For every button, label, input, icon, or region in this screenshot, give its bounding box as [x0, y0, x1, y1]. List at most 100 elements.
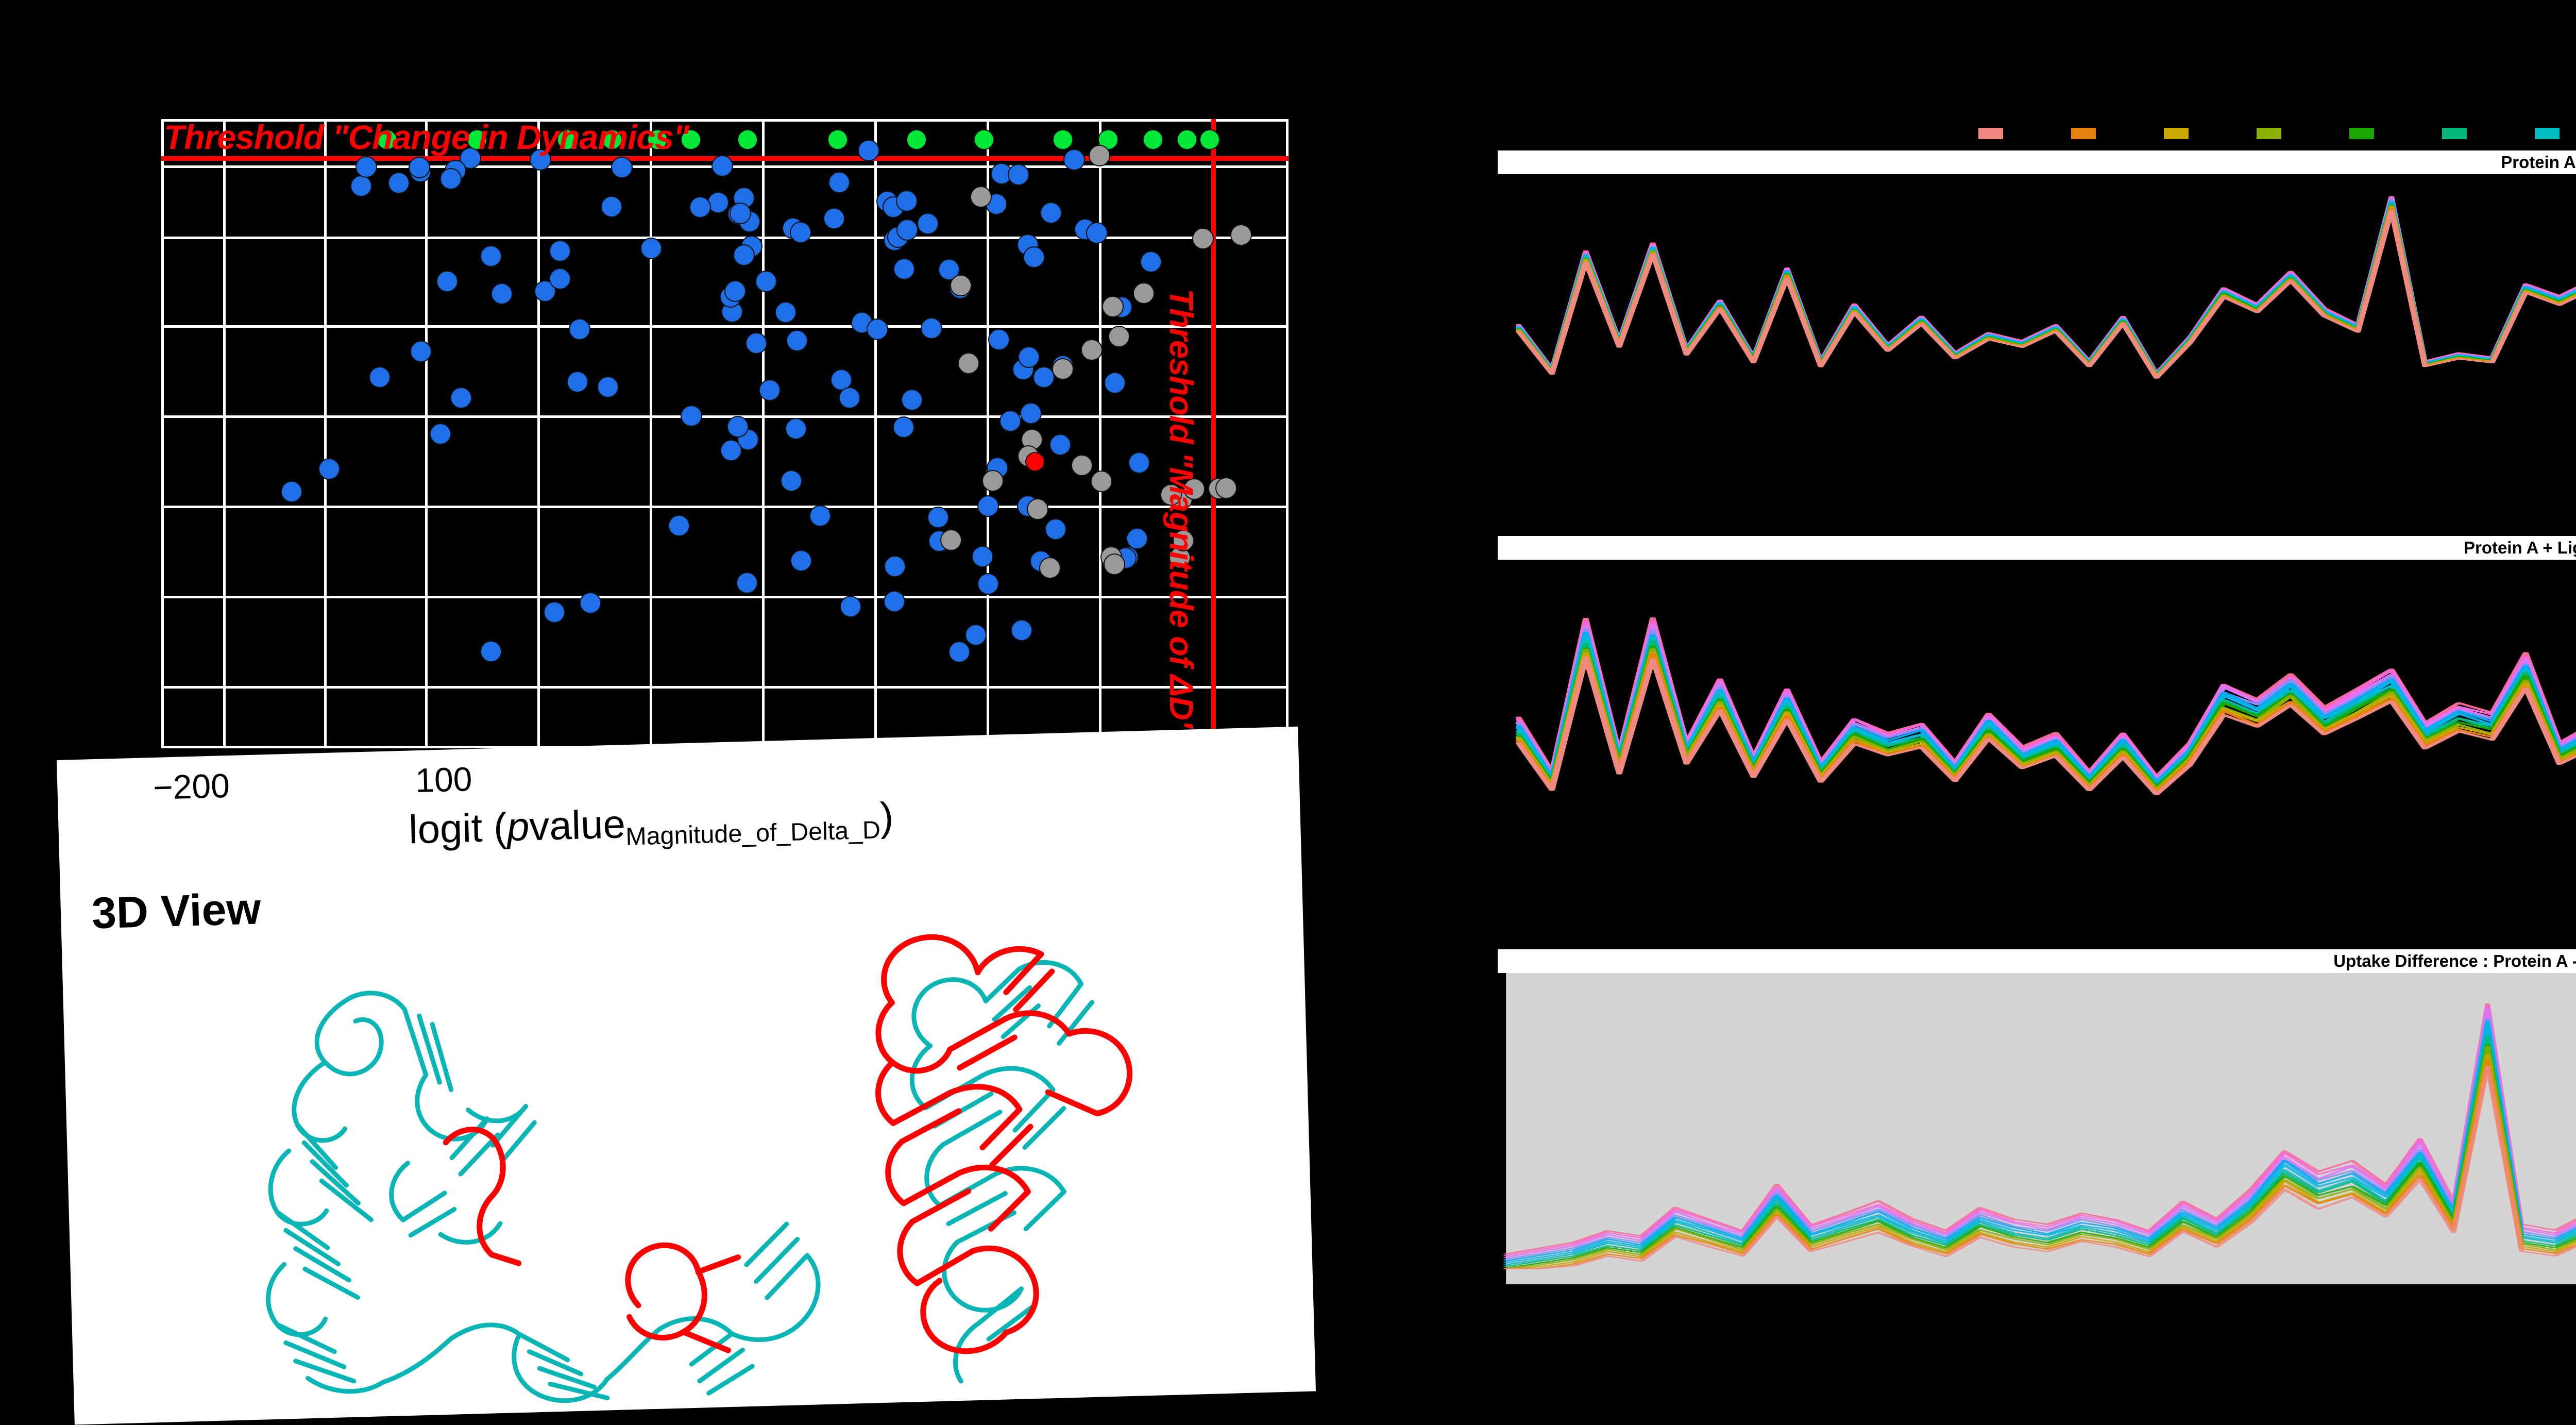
volcano-point[interactable]: [720, 440, 742, 461]
uptake-trace[interactable]: [1503, 1034, 2576, 1265]
volcano-point[interactable]: [480, 245, 502, 267]
volcano-point[interactable]: [1104, 372, 1126, 394]
uptake-trace[interactable]: [1516, 190, 2576, 376]
uptake-trace[interactable]: [1503, 1020, 2576, 1264]
volcano-point[interactable]: [917, 213, 939, 234]
volcano-point[interactable]: [480, 641, 502, 662]
chart-block-uptake-difference[interactable]: Uptake Difference : Protein A - (Protein…: [1498, 949, 2576, 1284]
uptake-trace[interactable]: [1516, 190, 2576, 374]
volcano-point[interactable]: [781, 470, 802, 492]
volcano-point[interactable]: [549, 240, 571, 262]
volcano-point[interactable]: [786, 330, 808, 351]
uptake-trace[interactable]: [1515, 631, 2576, 795]
volcano-point[interactable]: [1081, 339, 1103, 361]
volcano-point[interactable]: [355, 156, 377, 178]
volcano-point[interactable]: [988, 329, 1010, 350]
volcano-point[interactable]: [1177, 129, 1197, 150]
uptake-chart-svg[interactable]: [1498, 973, 2576, 1284]
legend-swatch[interactable]: [2535, 128, 2560, 139]
volcano-point[interactable]: [733, 244, 755, 266]
uptake-trace[interactable]: [1516, 192, 2576, 377]
uptake-trace[interactable]: [1516, 190, 2576, 375]
three-d-view-card[interactable]: −200 100 logit (pvalueMagnitude_of_Delta…: [57, 726, 1316, 1425]
uptake-chart-svg[interactable]: [1498, 560, 2576, 835]
volcano-point[interactable]: [736, 572, 758, 594]
uptake-trace[interactable]: [1503, 1005, 2576, 1256]
volcano-point[interactable]: [1052, 358, 1074, 380]
chart-canvas-uptake-difference[interactable]: [1498, 973, 2576, 1284]
volcano-point[interactable]: [597, 376, 619, 398]
volcano-point[interactable]: [896, 219, 918, 241]
volcano-point[interactable]: [1102, 296, 1124, 317]
volcano-point[interactable]: [318, 458, 340, 480]
volcano-point[interactable]: [707, 192, 729, 213]
volcano-point[interactable]: [755, 271, 777, 292]
volcano-point[interactable]: [1089, 145, 1110, 166]
volcano-point[interactable]: [281, 481, 302, 502]
uptake-trace[interactable]: [1503, 1008, 2576, 1258]
volcano-point[interactable]: [544, 601, 565, 623]
volcano-point[interactable]: [1025, 452, 1045, 472]
volcano-point[interactable]: [1027, 498, 1048, 520]
volcano-point[interactable]: [896, 190, 918, 212]
volcano-point[interactable]: [858, 140, 879, 161]
volcano-point[interactable]: [602, 129, 622, 150]
legend-swatch[interactable]: [2257, 128, 2281, 139]
uptake-trace[interactable]: [1516, 190, 2576, 377]
volcano-point[interactable]: [491, 283, 513, 305]
uptake-chart-svg[interactable]: [1498, 174, 2576, 449]
volcano-point[interactable]: [1192, 228, 1214, 249]
volcano-point[interactable]: [1039, 557, 1061, 579]
volcano-point[interactable]: [982, 470, 1004, 492]
volcano-point[interactable]: [974, 129, 994, 150]
volcano-point[interactable]: [1018, 346, 1040, 368]
volcano-point[interactable]: [901, 389, 923, 411]
volcano-point[interactable]: [867, 318, 888, 340]
volcano-point[interactable]: [828, 172, 850, 193]
volcano-point[interactable]: [567, 371, 588, 393]
volcano-point[interactable]: [790, 222, 811, 243]
volcano-point[interactable]: [785, 418, 807, 440]
volcano-point[interactable]: [1173, 530, 1194, 551]
timepoint-legend[interactable]: [1484, 128, 2576, 141]
uptake-trace[interactable]: [1503, 1044, 2576, 1269]
volcano-point[interactable]: [681, 129, 701, 150]
volcano-point[interactable]: [1133, 282, 1155, 304]
uptake-trace[interactable]: [1516, 195, 2576, 379]
volcano-point[interactable]: [823, 208, 845, 229]
volcano-point[interactable]: [1071, 455, 1093, 476]
volcano-point[interactable]: [1215, 477, 1237, 499]
protein-ribbon-viewport[interactable]: [61, 881, 1316, 1425]
volcano-point[interactable]: [745, 332, 767, 354]
volcano-point[interactable]: [759, 379, 781, 401]
volcano-point[interactable]: [1040, 202, 1062, 224]
volcano-point[interactable]: [730, 203, 751, 224]
volcano-point[interactable]: [775, 301, 796, 323]
volcano-point[interactable]: [1063, 149, 1085, 171]
volcano-point[interactable]: [377, 129, 397, 150]
volcano-point[interactable]: [938, 259, 960, 280]
volcano-point[interactable]: [977, 573, 999, 595]
volcano-point[interactable]: [440, 168, 462, 190]
volcano-point[interactable]: [530, 149, 551, 171]
volcano-point[interactable]: [893, 416, 914, 438]
uptake-trace[interactable]: [1516, 190, 2576, 376]
volcano-point[interactable]: [927, 507, 949, 528]
volcano-point[interactable]: [1104, 554, 1125, 575]
volcano-point[interactable]: [1199, 129, 1220, 150]
volcano-point[interactable]: [467, 129, 487, 150]
volcano-point[interactable]: [1023, 246, 1045, 268]
volcano-point[interactable]: [1183, 478, 1205, 500]
volcano-point[interactable]: [430, 423, 451, 445]
volcano-point[interactable]: [1008, 164, 1029, 186]
volcano-point[interactable]: [940, 529, 962, 551]
legend-swatch[interactable]: [1978, 128, 2003, 139]
volcano-point[interactable]: [569, 318, 590, 340]
uptake-trace[interactable]: [1503, 1066, 2576, 1269]
volcano-point[interactable]: [369, 366, 391, 388]
volcano-point[interactable]: [409, 157, 430, 178]
volcano-point[interactable]: [580, 592, 601, 614]
volcano-point[interactable]: [1128, 452, 1150, 474]
volcano-point[interactable]: [611, 157, 633, 178]
uptake-trace[interactable]: [1503, 1003, 2576, 1255]
